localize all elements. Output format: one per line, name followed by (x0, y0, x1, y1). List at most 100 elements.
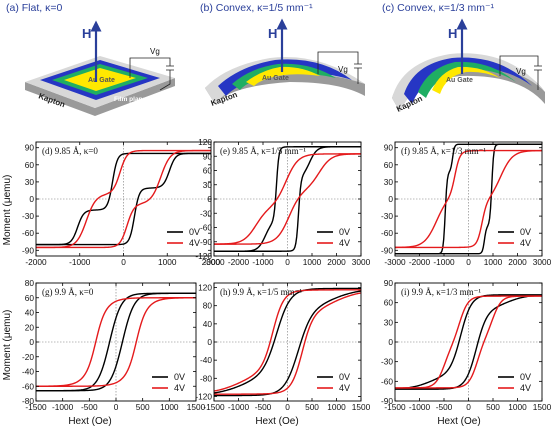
x-tick-label: 2000 (202, 257, 221, 267)
y-tick-label: 0 (207, 194, 212, 204)
y-tick-label: -40 (200, 355, 212, 365)
y-tick-label: 0 (207, 337, 212, 347)
y-tick-label: -30 (200, 208, 212, 218)
green-layer (418, 61, 516, 98)
x-tick-label: 1500 (352, 402, 371, 412)
field-label: H (448, 26, 457, 41)
y-tick-label: -30 (22, 211, 34, 221)
series-line-4V (214, 153, 361, 245)
film-plane-label: Film plane (114, 96, 147, 103)
y-tick-label: -60 (22, 381, 34, 391)
y-tick-label: 0 (29, 194, 34, 204)
illustration-title: (a) Flat, κ=0 (6, 2, 62, 14)
series-line-4V (214, 292, 362, 395)
x-tick-label: 1500 (533, 402, 552, 412)
x-tick-label: 1000 (158, 257, 177, 267)
gold-gate (64, 68, 136, 91)
x-tick-label: 500 (136, 402, 150, 412)
x-tick-label: 3000 (352, 257, 371, 267)
legend-label: 4V (174, 383, 185, 393)
y-tick-label: -60 (200, 223, 212, 233)
y-tick-label: 0 (388, 194, 393, 204)
panel-label: (e) 9.85 Å, κ=1/5 mm⁻¹ (220, 146, 306, 156)
hysteresis-panel: -1500 -1000 -500 0 500 1000 1500 -80 -60 -40 -20 0 2… (22, 278, 206, 412)
y-tick-label: -120 (195, 251, 212, 261)
legend-label: 4V (339, 383, 350, 393)
field-label: H (82, 26, 91, 41)
illustration-convex-b: (b) Convex, κ=1/5 mm⁻¹ Au Gate Film plan… (200, 2, 365, 108)
x-tick-label: -2000 (409, 257, 431, 267)
y-tick-label: 40 (25, 308, 35, 318)
y-tick-label: 60 (203, 166, 213, 176)
y-tick-label: 90 (25, 143, 35, 153)
y-tick-label: 60 (384, 298, 394, 308)
y-tick-label: -80 (200, 373, 212, 383)
legend-label: 4V (520, 238, 531, 248)
x-tick-label: 3000 (533, 257, 552, 267)
gate-wire (129, 57, 174, 91)
series-line-4V (395, 149, 543, 249)
y-tick-label: 60 (25, 160, 35, 170)
x-tick-label: -2000 (25, 257, 47, 267)
x-tick-label: 500 (305, 402, 319, 412)
gate-label: Au Gate (262, 75, 289, 82)
legend-label: 0V (189, 227, 200, 237)
y-tick-label: 80 (25, 278, 35, 288)
x-tick-label: -3000 (384, 257, 406, 267)
voltage-label: Vg (150, 47, 160, 56)
y-tick-label: 0 (388, 337, 393, 347)
series-line-4V (36, 297, 196, 387)
series-line-0V (214, 290, 362, 397)
y-tick-label: 120 (198, 137, 212, 147)
y-tick-label: -20 (22, 352, 34, 362)
x-tick-label: -1000 (409, 402, 431, 412)
legend-label: 0V (339, 372, 350, 382)
y-tick-label: 120 (198, 283, 212, 293)
panel-label: (d) 9.85 Å, κ=0 (42, 146, 98, 156)
series-line-4V (213, 289, 361, 392)
gate-wire (499, 55, 542, 90)
y-tick-label: -120 (195, 391, 212, 401)
gate-wire (317, 51, 362, 84)
gold-gate (432, 66, 500, 94)
y-axis-label: Moment (μemu) (2, 175, 13, 246)
panel-label: (i) 9.9 Å, κ=1/3 mm⁻¹ (401, 287, 481, 297)
x-tick-label: -500 (81, 402, 98, 412)
x-tick-label: -1500 (25, 402, 47, 412)
series-line-4V (395, 295, 542, 389)
film-plane-label: Film plane (300, 87, 333, 94)
x-tick-label: 0 (466, 257, 471, 267)
y-tick-label: 30 (203, 180, 213, 190)
legend-label: 0V (520, 372, 531, 382)
hysteresis-panel: -2000 -1000 0 1000 2000 -90 -60 -30 0 30 60 90 (d) 9… (22, 141, 221, 267)
series-line-0V (394, 294, 542, 390)
hysteresis-panel: -3000 -2000 -1000 0 1000 2000 3000 -120 -90 -60 -3… (195, 137, 370, 267)
x-tick-label: -500 (255, 402, 272, 412)
series-line-4V (214, 153, 361, 245)
x-tick-label: 0 (466, 402, 471, 412)
panel-label: (g) 9.9 Å, κ=0 (42, 287, 94, 297)
panel-label: (h) 9.9 Å, κ=1/5 mm⁻¹ (220, 287, 302, 297)
series-line-0V (36, 152, 211, 246)
x-tick-label: -2000 (228, 257, 250, 267)
legend-label: 0V (339, 227, 350, 237)
green-layer (232, 63, 336, 90)
x-tick-label: 0 (121, 257, 126, 267)
x-tick-label: 1000 (327, 402, 346, 412)
x-tick-label: -1000 (252, 257, 274, 267)
film-layer (218, 59, 352, 96)
y-tick-label: -60 (381, 376, 393, 386)
x-tick-label: -1000 (69, 257, 91, 267)
y-tick-label: 20 (25, 322, 35, 332)
y-tick-label: -60 (22, 228, 34, 238)
y-tick-label: -90 (381, 245, 393, 255)
x-tick-label: 500 (486, 402, 500, 412)
legend-label: 0V (174, 372, 185, 382)
x-tick-label: 1500 (187, 402, 206, 412)
y-tick-label: 30 (384, 177, 394, 187)
x-tick-label: 2000 (327, 257, 346, 267)
y-tick-label: 0 (29, 337, 34, 347)
voltage-label: Vg (338, 65, 348, 74)
x-tick-label: -1500 (203, 402, 225, 412)
